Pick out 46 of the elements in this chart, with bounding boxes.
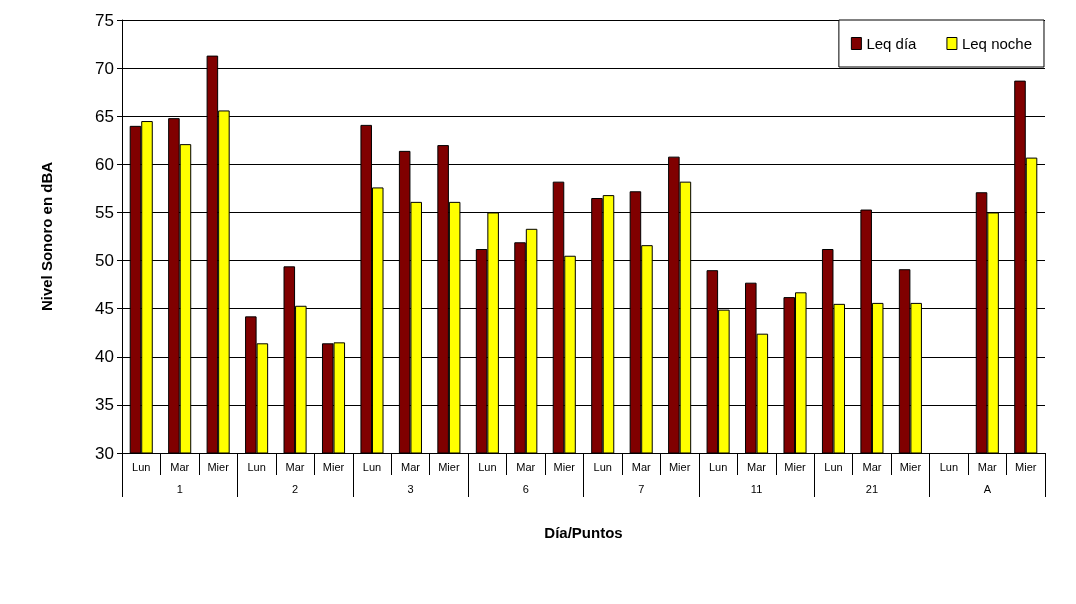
x-tick-label: Mier xyxy=(553,460,576,473)
x-tick-label: Mier xyxy=(438,460,460,473)
y-tick-label: 60 xyxy=(95,154,114,174)
text: 3 xyxy=(407,482,414,495)
y-tick-label: 30 xyxy=(95,443,114,463)
y-axis-title: Nivel Sonoro en dBA xyxy=(38,161,55,312)
legend-label: Leq día xyxy=(866,35,918,52)
text: 7 xyxy=(638,482,645,495)
y-tick-label: 40 xyxy=(95,347,114,367)
x-tick-label: Mar xyxy=(631,460,651,473)
x-tick-label: Mier xyxy=(668,460,691,473)
x-tick-label: Lun xyxy=(824,460,843,473)
x-tick-label: Mar xyxy=(170,460,190,473)
x-tick-label: Lun xyxy=(478,460,497,473)
x-tick-label: Mier xyxy=(207,460,230,473)
text: 1 xyxy=(176,482,183,495)
x-tick-label: Lun xyxy=(362,460,382,473)
text: 21 xyxy=(865,482,879,495)
x-tick-label: Lun xyxy=(593,460,612,473)
legend-label: Leq noche xyxy=(961,35,1033,52)
x-tick-label: Mar xyxy=(516,460,536,473)
x-tick-label: Lun xyxy=(939,460,959,473)
y-tick-label: 75 xyxy=(95,10,114,30)
x-tick-label: Mier xyxy=(784,460,807,473)
text: A xyxy=(983,482,992,495)
x-axis-title: Día/Puntos xyxy=(544,524,623,541)
x-tick-label: Mier xyxy=(1015,460,1037,473)
text: 2 xyxy=(292,482,299,495)
y-tick-label: 65 xyxy=(95,106,114,126)
x-tick-label: Mar xyxy=(747,460,767,473)
y-tick-label: 70 xyxy=(95,58,114,78)
y-tick-label: 35 xyxy=(95,395,114,415)
y-tick-label: 50 xyxy=(95,251,114,271)
x-tick-label: Lun xyxy=(132,460,151,473)
x-tick-label: Mar xyxy=(285,460,305,473)
x-tick-label: Lun xyxy=(247,460,266,473)
x-tick-label: Mar xyxy=(977,460,998,473)
x-tick-label: Mier xyxy=(899,460,922,473)
y-tick-label: 45 xyxy=(95,299,114,319)
x-tick-label: Mier xyxy=(322,460,345,473)
y-tick-label: 55 xyxy=(95,202,114,222)
text: 11 xyxy=(750,482,763,495)
x-tick-label: Mar xyxy=(400,460,421,473)
x-tick-label: Mar xyxy=(862,460,882,473)
x-tick-label: Lun xyxy=(708,460,728,473)
text: 6 xyxy=(522,482,529,495)
